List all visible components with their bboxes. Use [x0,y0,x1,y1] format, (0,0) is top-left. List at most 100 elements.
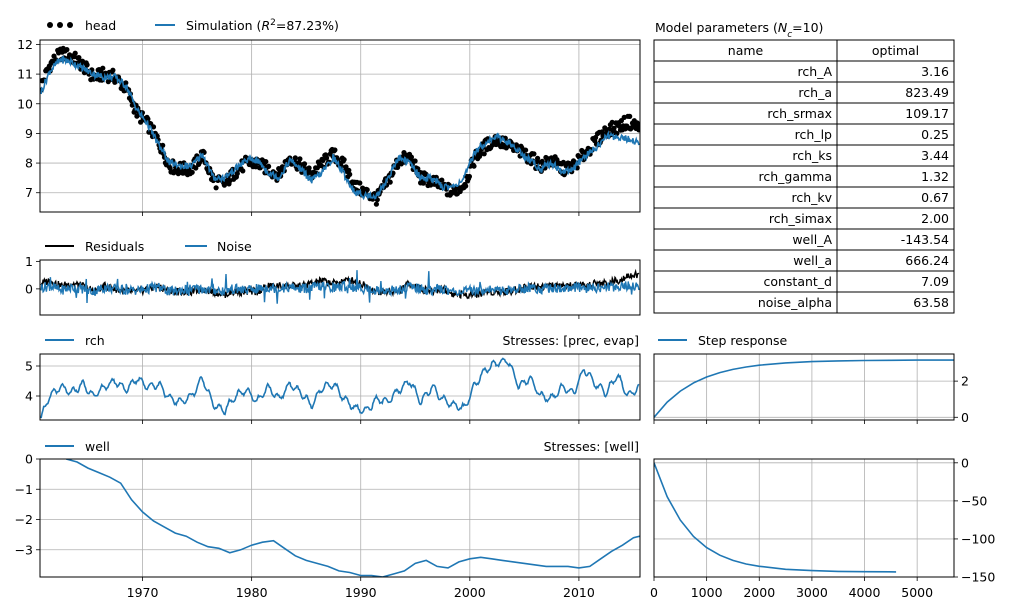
param-name: rch_srmax [767,106,832,121]
legend-head: head [85,18,116,33]
table-row: well_A -143.54 [653,228,955,251]
x-tick-label: 2000 [743,585,775,600]
param-name: constant_d [763,274,832,289]
data-point [395,164,401,170]
grid [40,40,640,212]
y-tick-label: 0 [961,455,969,470]
x-tick-label: 1000 [691,585,723,600]
data-point [531,151,537,157]
data-point [72,50,78,56]
param-name: rch_gamma [758,169,832,184]
data-point [263,159,269,165]
table-row: rch_lp 0.25 [653,123,955,146]
param-value: 0.67 [921,190,949,205]
data-point [266,163,272,169]
grid [40,354,640,420]
legend-noise: Noise [217,239,252,254]
data-point [481,151,487,157]
axes-frame [653,458,955,578]
param-value: 3.44 [921,148,949,163]
step-legend: Step response [658,333,788,348]
table-row: rch_A 3.16 [653,60,955,83]
y-tick-label: 5 [25,359,33,374]
data-point [240,168,246,174]
x-tick-label: 0 [650,585,658,600]
series-line-step-response [654,359,954,418]
x-tick-label: 4000 [849,585,881,600]
x-tick-label: 2010 [563,585,595,600]
plot-area [654,359,954,418]
data-point [297,156,303,162]
data-point [466,173,472,180]
data-point [635,123,640,129]
data-point [477,151,484,157]
plot-area [40,45,640,207]
rch-legend: rch Stresses: [prec, evap] [45,333,639,348]
y-tick-label: 10 [17,96,33,111]
y-tick-label: 12 [17,37,33,52]
table-row: rch_gamma 1.32 [653,165,955,188]
x-tick-label: 1980 [236,585,268,600]
y-tick-label: 2 [961,374,969,389]
well-stresses-label: Stresses: [well] [544,439,639,454]
plot-area [40,357,640,419]
data-point [145,116,151,122]
step-response-rch-panel: 02 [653,353,969,425]
data-point [408,154,414,160]
series-line-well [65,459,640,577]
param-name: noise_alpha [758,295,832,310]
data-point [611,125,617,131]
y-tick-label: −100 [961,531,995,546]
data-point [193,165,199,171]
param-value: 63.58 [913,295,949,310]
param-value: 109.17 [905,106,949,121]
data-point [64,47,70,53]
data-point [463,183,469,189]
data-point [364,187,370,193]
data-point [627,113,633,119]
param-value: 3.16 [921,64,949,79]
axes-frame [653,353,955,421]
grid [653,459,954,578]
plot-area [654,462,897,573]
data-point [343,164,349,170]
plot-area [65,459,640,577]
series-head [40,45,640,207]
step-response-well-panel: 0 1000 2000 3000 4000 5000 0 −50 −100 −150 [650,455,995,600]
data-point [292,155,298,161]
head-panel: 7 8 9 10 11 12 [17,37,641,216]
y-tick-label: −50 [961,493,987,508]
data-point [341,157,347,163]
y-tick-label: 7 [25,185,33,200]
data-point [110,67,116,73]
data-point [373,201,379,207]
axes-frame [39,39,641,213]
param-value: 666.24 [905,253,949,268]
x-tick-label: 2000 [454,585,486,600]
y-tick-label: −1 [15,482,33,497]
data-point [598,137,604,143]
data-point [523,147,529,153]
residuals-panel: 01 [25,254,641,319]
data-point [324,155,330,161]
y-tick-label: 4 [25,389,33,404]
data-point [346,167,352,173]
data-point [84,62,90,68]
data-point [420,180,426,186]
series-line-rch [40,357,640,419]
param-name: rch_a [798,85,832,100]
data-point [439,177,445,183]
series-line-step-response-well [654,462,897,573]
data-point [387,179,393,185]
parameters-table-title: Model parameters (Nc=10) [655,20,823,40]
axes-frame [39,458,641,578]
table-row: rch_srmax 109.17 [653,102,955,125]
data-point [636,127,640,133]
param-name: rch_lp [795,127,832,142]
table-row: rch_a 823.49 [653,81,955,104]
param-value: 823.49 [905,85,949,100]
rch-panel: 45 [25,353,641,424]
data-point [234,170,240,177]
legend-well: well [85,439,110,454]
